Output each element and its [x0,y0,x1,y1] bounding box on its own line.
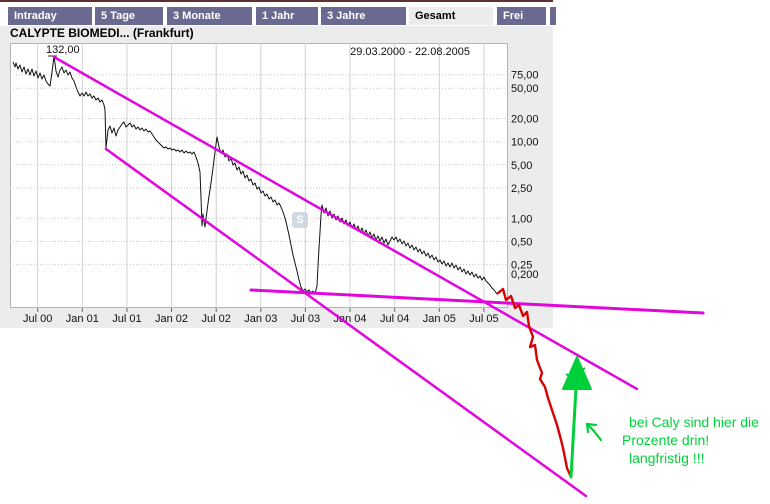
plot-area [10,43,508,308]
annotation-note-line-1: bei Caly sind hier die [629,414,759,430]
up-arrow-stem [569,368,579,479]
peak-price-label: 132,00 [46,44,80,56]
tab-3-monate[interactable]: 3 Monate [167,7,252,25]
split-watermark: S [292,212,308,228]
note-pointer-arrow [585,422,603,442]
tab-intraday[interactable]: Intraday [8,7,92,25]
up-arrow-head-icon [562,356,592,390]
annotation-note-line-3: langfristig !!! [629,450,705,466]
tab-3-jahre[interactable]: 3 Jahre [321,7,406,25]
tab-frei[interactable]: Frei [497,7,546,25]
page-title: CALYPTE BIOMEDI... (Frankfurt) [0,26,553,41]
note-pointer-arrow-barb [585,422,590,434]
date-range-label: 29.03.2000 - 22.08.2005 [350,46,470,58]
tab-1-jahr[interactable]: 1 Jahr [256,7,318,25]
annotation-note-line-2: Prozente drin! [622,432,710,448]
up-arrow-scribble [565,373,585,385]
tab-5-tage[interactable]: 5 Tage [95,7,163,25]
chart-region [0,41,553,328]
toolbar-endcap [550,7,556,25]
up-arrow-scribble [567,367,586,381]
note-pointer-arrow-barb [585,422,598,427]
tab-gesamt[interactable]: Gesamt [409,7,493,25]
top-accent-line [0,0,553,2]
